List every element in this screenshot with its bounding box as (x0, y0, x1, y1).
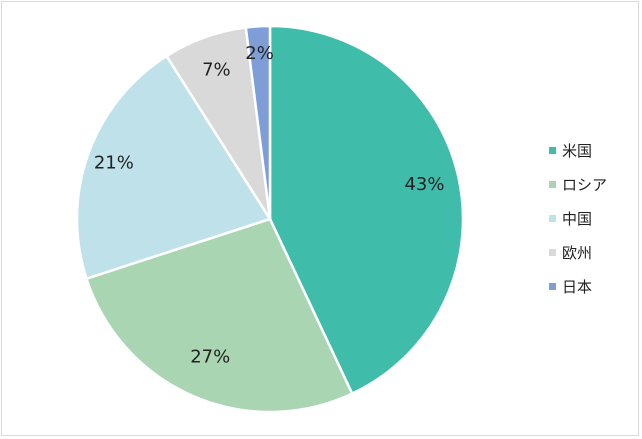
pie-slice-1 (268, 24, 465, 396)
legend-swatch-5 (549, 283, 556, 290)
legend-label-2: ロシア (562, 176, 607, 194)
legend-label-3: 中国 (562, 210, 592, 228)
legend-swatch-1 (549, 147, 556, 154)
legend-label-5: 日本 (562, 278, 592, 296)
slice-label-4: 7% (202, 60, 231, 81)
legend-label-1: 米国 (562, 142, 592, 160)
pie-slice-5 (244, 24, 272, 220)
pie-slice-3 (75, 54, 272, 281)
slice-labels: 43% 27% 21% 7% 2% (94, 43, 445, 368)
legend-label-4: 欧州 (562, 244, 592, 262)
legend-swatch-2 (549, 181, 556, 188)
legend-swatch-3 (549, 215, 556, 222)
slice-label-1: 43% (404, 174, 444, 195)
slice-label-2: 27% (190, 347, 230, 368)
legend-swatch-4 (549, 249, 556, 256)
pie-slice-2 (84, 217, 354, 414)
slice-label-5: 2% (245, 43, 274, 64)
slice-label-3: 21% (94, 152, 134, 173)
pie-slices (75, 24, 465, 414)
